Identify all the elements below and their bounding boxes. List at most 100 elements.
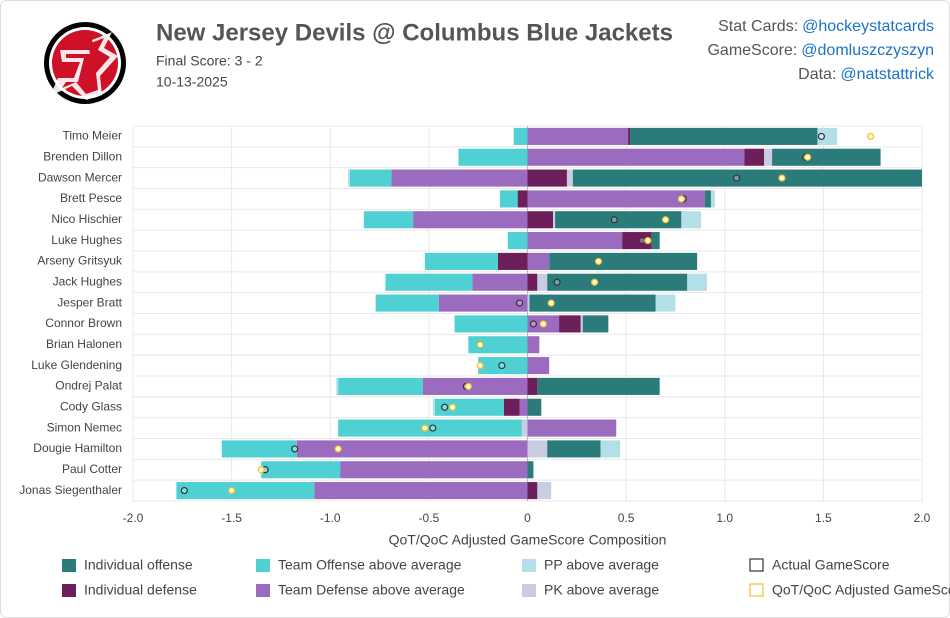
- bar-segment: [527, 211, 554, 229]
- credit-handle[interactable]: @domluszczyszyn: [801, 42, 934, 59]
- bar-segment: [622, 232, 652, 250]
- bar-segment: [527, 127, 629, 145]
- gamescore-marker: [257, 466, 265, 474]
- bar-segment: [655, 294, 676, 312]
- x-tick-label: 1.0: [716, 511, 733, 525]
- gamescore-marker: [464, 382, 472, 391]
- bar-segment: [458, 148, 528, 166]
- credit-label: Data:: [798, 66, 836, 83]
- gamescore-marker: [291, 445, 299, 453]
- bar-segment: [651, 232, 660, 250]
- x-tick-label: -2.0: [123, 511, 144, 525]
- gamescore-marker: [638, 236, 646, 245]
- credit-handle[interactable]: @natstattrick: [840, 66, 935, 83]
- gamescore-marker: [778, 174, 786, 182]
- credit-handle[interactable]: @hockeystatcards: [802, 18, 934, 35]
- y-tick-label: Ondrej Palat: [55, 379, 122, 393]
- bar-segment: [527, 336, 540, 354]
- bar-segment: [527, 190, 706, 208]
- bar-segment: [705, 190, 711, 208]
- bar-segment: [314, 482, 528, 500]
- gamescore-marker: [421, 424, 429, 432]
- bar-segment: [349, 169, 392, 187]
- bar-segment: [555, 211, 682, 229]
- bar-segment: [432, 398, 435, 416]
- legend-swatch: [522, 584, 536, 597]
- gamescore-marker: [590, 278, 599, 286]
- gamescore-marker: [539, 320, 547, 328]
- gamescore-marker: [594, 257, 603, 266]
- legend-swatch: [749, 583, 764, 597]
- bar-segment: [628, 127, 631, 145]
- gamescore-marker: [553, 278, 561, 286]
- gamescore-marker: [476, 341, 484, 349]
- y-tick-label: Connor Brown: [45, 316, 122, 330]
- y-tick-label: Brian Halonen: [46, 337, 122, 351]
- bar-segment: [527, 461, 534, 479]
- date: 10-13-2025: [156, 74, 228, 90]
- gamescore-marker: [476, 361, 484, 370]
- legend-label: Team Offense above average: [278, 557, 462, 573]
- x-tick-label: 0.5: [618, 511, 635, 525]
- legend-swatch: [62, 584, 76, 597]
- bar-segment: [261, 461, 341, 479]
- bar-segment: [340, 461, 528, 479]
- legend-swatch: [749, 558, 764, 572]
- y-tick-label: Dougie Hamilton: [33, 441, 122, 455]
- bar-segment: [527, 252, 550, 270]
- bar-segment: [434, 398, 504, 416]
- gamescore-marker: [448, 403, 457, 411]
- legend-swatch: [62, 559, 76, 572]
- y-tick-label: Dawson Mercer: [38, 170, 122, 184]
- bar-segment: [817, 127, 838, 145]
- subtitle: Final Score: 3 - 2: [156, 53, 263, 69]
- y-tick-label: Jack Hughes: [53, 274, 122, 288]
- bar-segment: [391, 169, 528, 187]
- bar-segment: [527, 148, 745, 166]
- chart-title: New Jersey Devils @ Columbus Blue Jacket…: [156, 19, 673, 46]
- gamescore-marker: [867, 132, 875, 141]
- bar-segment: [517, 190, 528, 208]
- y-tick-label: Nico Hischier: [51, 212, 122, 226]
- bar-segment: [413, 211, 528, 229]
- bar-segment: [521, 419, 528, 437]
- bar-segment: [572, 169, 922, 187]
- bar-segment: [549, 252, 698, 270]
- bar-segment: [527, 482, 538, 500]
- bar-segment: [527, 398, 542, 416]
- bar-segment: [527, 294, 530, 312]
- bar-segment: [710, 190, 715, 208]
- x-tick-label: -1.5: [221, 511, 242, 525]
- bar-segment: [503, 398, 520, 416]
- bar-segment: [338, 377, 423, 395]
- gamescore-marker: [661, 216, 670, 224]
- bar-segment: [687, 273, 707, 291]
- y-tick-label: Jonas Siegenthaler: [19, 483, 122, 497]
- legend-label: Team Defense above average: [278, 582, 465, 598]
- bar-segment: [582, 315, 609, 333]
- gamescore-marker: [732, 174, 741, 182]
- y-tick-label: Cody Glass: [60, 399, 122, 413]
- x-axis-label: QoT/QoC Adjusted GameScore Composition: [389, 532, 667, 548]
- bar-segment: [566, 169, 573, 187]
- bar-segment: [348, 169, 350, 187]
- gamescore-marker: [441, 403, 449, 411]
- gamescore-marker: [334, 445, 342, 453]
- bar-segment: [559, 315, 581, 333]
- y-tick-label: Paul Cotter: [62, 462, 122, 476]
- y-tick-label: Brett Pesce: [60, 191, 122, 205]
- gamescore-marker: [677, 195, 685, 203]
- bar-segment: [472, 273, 528, 291]
- x-tick-label: 1.5: [815, 511, 832, 525]
- gamescore-marker: [610, 216, 618, 224]
- bar-segment: [176, 482, 315, 500]
- bar-segment: [478, 357, 528, 375]
- gamescore-marker: [498, 361, 506, 370]
- bar-segment: [772, 148, 881, 166]
- bar-segment: [547, 440, 601, 458]
- bar-segment: [375, 294, 439, 312]
- bar-segment: [580, 315, 583, 333]
- legend-label: Individual offense: [84, 557, 193, 573]
- x-tick-label: -1.0: [320, 511, 341, 525]
